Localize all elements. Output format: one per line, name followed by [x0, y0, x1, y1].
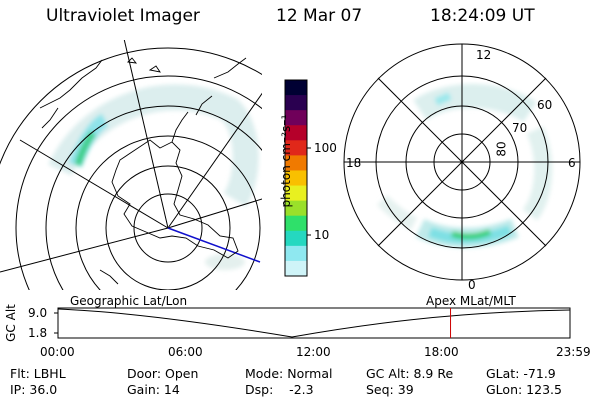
- colorbar-strip: [285, 110, 307, 126]
- geographic-caption: Geographic Lat/Lon: [70, 294, 188, 308]
- date-label: 12 Mar 07: [276, 6, 363, 26]
- colorbar-label-10: 10: [314, 228, 330, 242]
- gc-alt-info: GC Alt: 8.9 Re: [366, 366, 454, 381]
- ip-info: IP: 36.0: [10, 382, 58, 397]
- colorbar-strip: [285, 200, 307, 217]
- seq-info: Seq: 39: [366, 382, 414, 397]
- altitude-plot: [54, 307, 571, 339]
- xtick-0600: 06:00: [168, 345, 203, 359]
- colorbar: [284, 79, 311, 277]
- altitude-ylabel: GC Alt: [3, 304, 18, 342]
- door-info: Door: Open: [127, 366, 199, 381]
- filter-info: Flt: LBHL: [10, 366, 66, 381]
- mlat-label-60: 60: [537, 98, 553, 112]
- gain-info: Gain: 14: [127, 382, 180, 397]
- colorbar-strip: [285, 140, 307, 156]
- glon-info: GLon: 123.5: [486, 382, 562, 397]
- polar-plot: [343, 43, 581, 281]
- geographic-map: [0, 40, 262, 290]
- colorbar-strip: [285, 125, 307, 141]
- apex-caption: Apex MLat/MLT: [426, 294, 516, 308]
- altitude-ytick-max: 9.0: [28, 306, 48, 320]
- meridian-lines: [0, 40, 262, 273]
- colorbar-unit-label: photon cm⁻²s⁻¹: [279, 114, 293, 208]
- colorbar-strip: [285, 260, 307, 277]
- mlt-label-6: 6: [568, 156, 576, 170]
- sun-direction-line: [167, 227, 261, 263]
- mode-info: Mode: Normal: [245, 366, 333, 381]
- mlt-label-0: 0: [468, 278, 476, 292]
- coastlines: [39, 57, 247, 285]
- colorbar-strip: [285, 185, 307, 202]
- xtick-2359: 23:59: [556, 345, 591, 359]
- instrument-title: Ultraviolet Imager: [46, 6, 200, 26]
- mlat-label-80: 80: [494, 141, 509, 157]
- mlat-label-70: 70: [512, 121, 528, 135]
- colorbar-strip: [285, 95, 307, 111]
- altitude-ytick-min: 1.8: [28, 326, 48, 340]
- colorbar-strip: [285, 155, 307, 171]
- altitude-curve: [57, 308, 571, 338]
- colorbar-strip: [285, 170, 307, 187]
- polar-grid: [343, 43, 581, 281]
- xtick-1200: 12:00: [296, 345, 331, 359]
- colorbar-label-100: 100: [314, 141, 337, 155]
- glat-info: GLat: -71.9: [486, 366, 556, 381]
- mlt-label-12: 12: [476, 48, 492, 62]
- mlt-label-18: 18: [346, 156, 362, 170]
- latitude-circles: [0, 47, 262, 290]
- colorbar-strip: [285, 245, 307, 262]
- dsp-info: Dsp: -2.3: [245, 382, 314, 397]
- time-label: 18:24:09 UT: [430, 6, 535, 26]
- xtick-0000: 00:00: [40, 345, 75, 359]
- xtick-1800: 18:00: [424, 345, 459, 359]
- colorbar-strip: [285, 80, 307, 96]
- colorbar-strip: [285, 230, 307, 247]
- colorbar-strip: [285, 215, 307, 232]
- auroral-emission-left: [48, 84, 259, 270]
